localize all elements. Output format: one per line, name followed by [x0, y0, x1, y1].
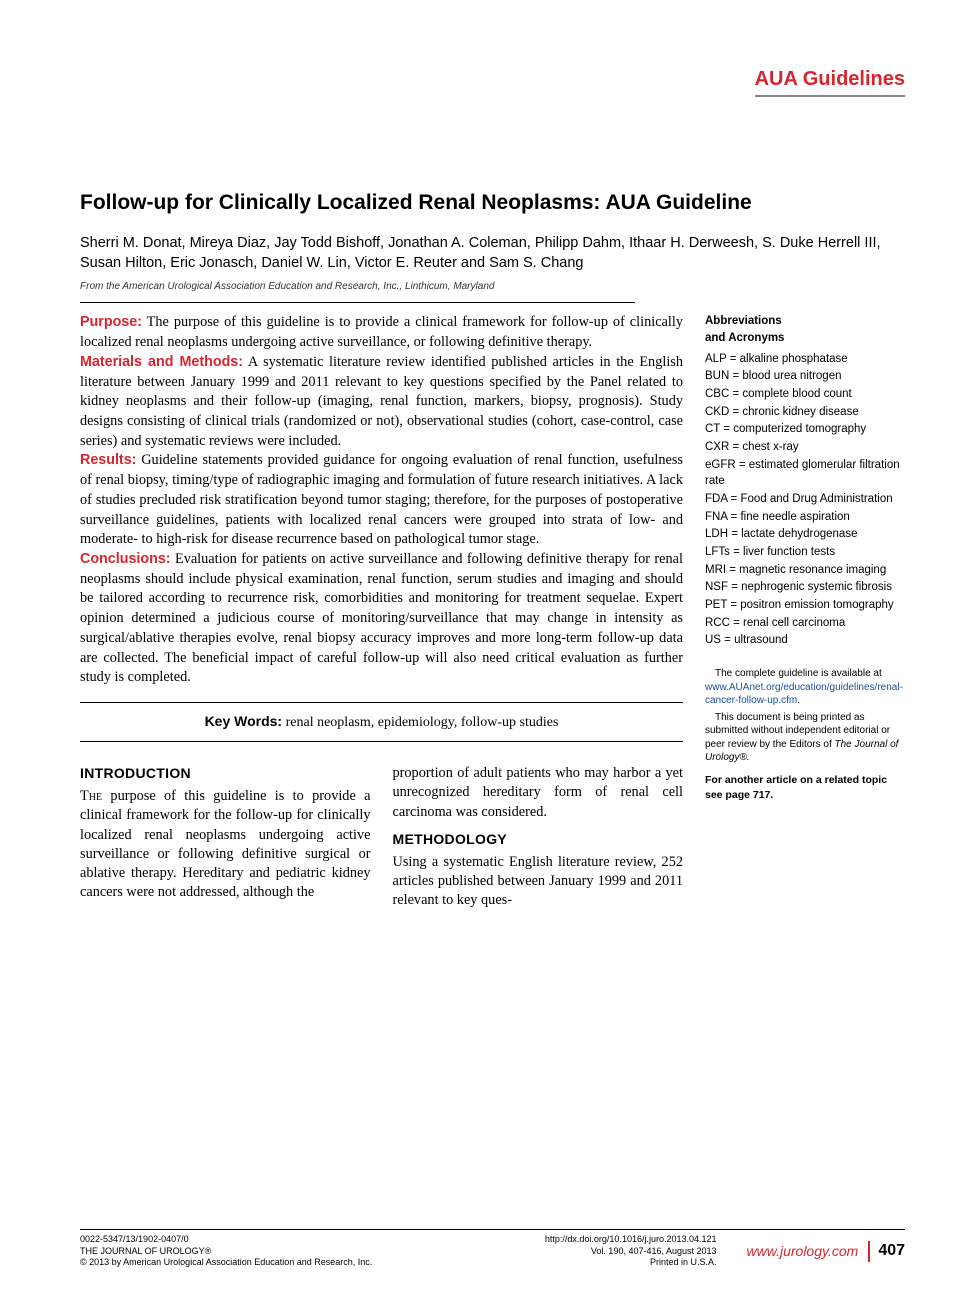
conclusions-text: Evaluation for patients on active survei…	[80, 551, 683, 685]
sidebar-note-2: This document is being printed as submit…	[705, 711, 905, 765]
abbr-heading-2: and Acronyms	[705, 332, 784, 344]
abbr-heading: Abbreviations and Acronyms	[705, 313, 905, 346]
intro-paragraph-1: The purpose of this guideline is to prov…	[80, 787, 371, 903]
journal-name: THE JOURNAL OF UROLOGY®	[80, 1246, 398, 1258]
note1-a: The complete guideline is available at	[715, 668, 882, 679]
intro-paragraph-2: proportion of adult patients who may har…	[393, 764, 684, 822]
page-footer: 0022-5347/13/1902-0407/0 THE JOURNAL OF …	[80, 1229, 905, 1269]
related-article-note: For another article on a related topic s…	[705, 773, 905, 803]
intro-dropword: The	[80, 788, 102, 804]
sidebar: Abbreviations and Acronyms ALP = alkalin…	[705, 313, 905, 918]
methods-label: Materials and Methods:	[80, 354, 243, 370]
body-col-left: INTRODUCTION The purpose of this guideli…	[80, 764, 371, 919]
copyright: © 2013 by American Urological Associatio…	[80, 1257, 398, 1269]
author-list: Sherri M. Donat, Mireya Diaz, Jay Todd B…	[80, 234, 905, 273]
conclusions-label: Conclusions:	[80, 551, 171, 567]
sidebar-note-1: The complete guideline is available at w…	[705, 667, 905, 708]
abbr-item: BUN = blood urea nitrogen	[705, 368, 905, 385]
abbr-item: eGFR = estimated glomerular filtration r…	[705, 457, 905, 490]
keywords-box: Key Words: renal neoplasm, epidemiology,…	[80, 702, 683, 742]
sidebar-notes: The complete guideline is available at w…	[705, 667, 905, 765]
note1-b: .	[797, 695, 800, 706]
journal-site[interactable]: www.jurology.com	[747, 1242, 859, 1260]
abstract-row: Purpose: The purpose of this guideline i…	[80, 313, 905, 918]
body-columns: INTRODUCTION The purpose of this guideli…	[80, 764, 683, 919]
abbr-item: LDH = lactate dehydrogenase	[705, 526, 905, 543]
section-header: AUA Guidelines	[755, 68, 905, 97]
abbr-item: PET = positron emission tomography	[705, 597, 905, 614]
abbr-item: LFTs = liver function tests	[705, 544, 905, 561]
article-title: Follow-up for Clinically Localized Renal…	[80, 190, 905, 216]
abbr-item: ALP = alkaline phosphatase	[705, 351, 905, 368]
intro-p1-text: purpose of this guideline is to provide …	[80, 788, 371, 900]
keywords-text: renal neoplasm, epidemiology, follow-up …	[282, 715, 558, 730]
abbr-item: RCC = renal cell carcinoma	[705, 615, 905, 632]
introduction-heading: INTRODUCTION	[80, 764, 371, 783]
abbr-item: CT = computerized tomography	[705, 421, 905, 438]
method-paragraph-1: Using a systematic English literature re…	[393, 853, 684, 911]
abbr-heading-1: Abbreviations	[705, 315, 782, 327]
abstract-column: Purpose: The purpose of this guideline i…	[80, 313, 683, 918]
abbr-item: CXR = chest x-ray	[705, 439, 905, 456]
results-text: Guideline statements provided guidance f…	[80, 452, 683, 547]
footer-left: 0022-5347/13/1902-0407/0 THE JOURNAL OF …	[80, 1234, 398, 1269]
abbr-item: CBC = complete blood count	[705, 386, 905, 403]
purpose-text: The purpose of this guideline is to prov…	[80, 314, 683, 350]
page-number: 407	[868, 1241, 905, 1262]
guideline-link[interactable]: www.AUAnet.org/education/guidelines/rena…	[705, 682, 903, 707]
printed-in: Printed in U.S.A.	[398, 1257, 716, 1269]
abbr-item: US = ultrasound	[705, 632, 905, 649]
body-col-right: proportion of adult patients who may har…	[393, 764, 684, 919]
abbr-item: FNA = fine needle aspiration	[705, 509, 905, 526]
results-label: Results:	[80, 452, 136, 468]
footer-right: www.jurology.com 407	[747, 1234, 905, 1269]
footer-mid: http://dx.doi.org/10.1016/j.juro.2013.04…	[398, 1234, 746, 1269]
doi: http://dx.doi.org/10.1016/j.juro.2013.04…	[398, 1234, 716, 1246]
keywords-label: Key Words:	[205, 713, 283, 729]
abbr-item: FDA = Food and Drug Administration	[705, 491, 905, 508]
abbr-item: CKD = chronic kidney disease	[705, 404, 905, 421]
issn: 0022-5347/13/1902-0407/0	[80, 1234, 398, 1246]
volume-info: Vol. 190, 407-416, August 2013	[398, 1246, 716, 1258]
methodology-heading: METHODOLOGY	[393, 830, 684, 849]
affiliation: From the American Urological Association…	[80, 281, 905, 292]
divider	[80, 302, 635, 303]
abstract: Purpose: The purpose of this guideline i…	[80, 313, 683, 688]
abbr-item: MRI = magnetic resonance imaging	[705, 562, 905, 579]
abbr-item: NSF = nephrogenic systemic fibrosis	[705, 579, 905, 596]
abbr-list: ALP = alkaline phosphatase BUN = blood u…	[705, 351, 905, 649]
purpose-label: Purpose:	[80, 314, 142, 330]
title-block: Follow-up for Clinically Localized Renal…	[80, 190, 905, 216]
